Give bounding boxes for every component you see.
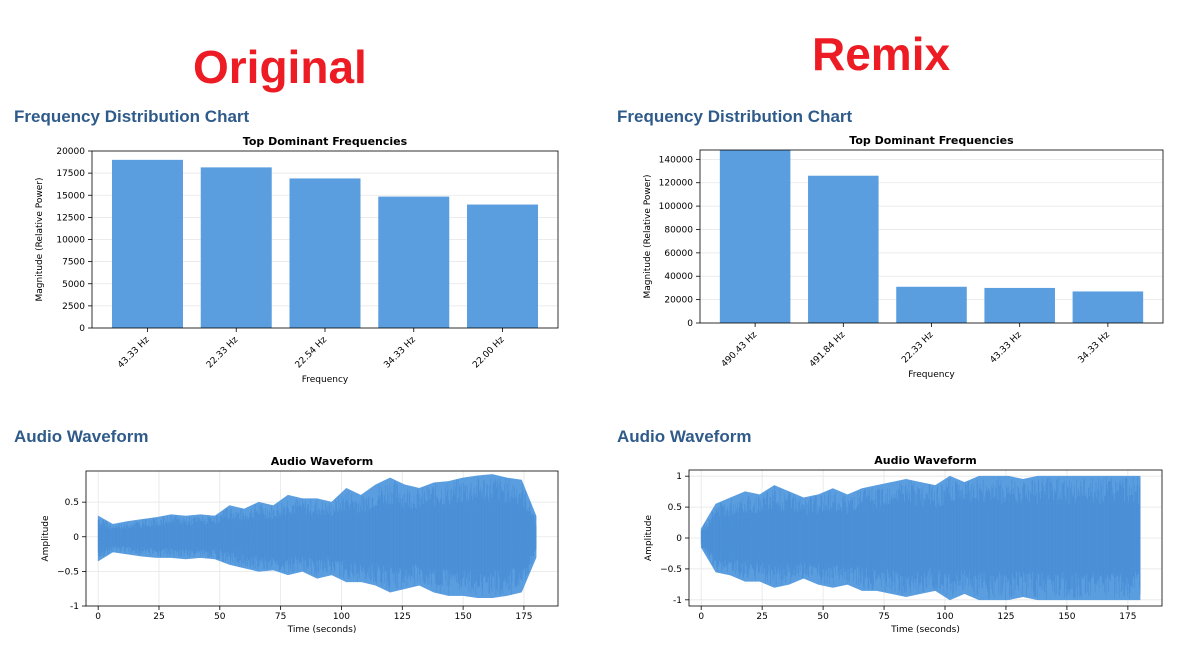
original-frequency-heading: Frequency Distribution Chart — [14, 107, 250, 126]
x-tick-label: 0 — [95, 612, 101, 622]
y-tick-label: 0 — [676, 534, 682, 544]
waveform-signal — [97, 476, 537, 596]
y-axis-label: Amplitude — [41, 515, 51, 562]
remix-title: Remix — [812, 28, 951, 80]
y-tick-label: 17500 — [56, 169, 85, 179]
remix-frequency-heading: Frequency Distribution Chart — [617, 107, 853, 126]
original-waveform-heading: Audio Waveform — [14, 427, 149, 446]
x-tick-label: 490.43 Hz — [720, 330, 760, 370]
original-waveform-chart: Audio Waveform Time (seconds) Amplitude … — [41, 455, 559, 635]
x-tick-label: 34.33 Hz — [382, 335, 418, 371]
y-tick-label: 140000 — [659, 155, 694, 165]
plot-frame — [91, 150, 559, 329]
x-tick-label: 75 — [878, 612, 889, 622]
plot-frame — [699, 149, 1164, 324]
y-tick-label: 7500 — [62, 258, 85, 268]
y-tick-label: 5000 — [62, 280, 85, 290]
bar — [896, 286, 967, 323]
y-tick-label: 120000 — [659, 179, 694, 189]
y-tick-label: 15000 — [56, 191, 85, 201]
x-tick-label: 175 — [515, 612, 532, 622]
x-tick-label: 25 — [756, 612, 767, 622]
y-tick-label: 0.5 — [65, 498, 79, 508]
x-tick-label: 43.33 Hz — [988, 330, 1024, 366]
waveform-signal — [700, 476, 1141, 600]
remix-frequency-chart: Top Dominant Frequencies Frequency Magni… — [643, 134, 1164, 380]
y-tick-label: 0 — [73, 533, 79, 543]
x-tick-label: 0 — [698, 612, 704, 622]
x-tick-label: 22.54 Hz — [294, 335, 330, 371]
y-tick-label: 100000 — [659, 202, 694, 212]
y-axis-label: Amplitude — [644, 514, 654, 561]
x-tick-label: 100 — [333, 612, 350, 622]
x-axis-label: Time (seconds) — [890, 625, 960, 635]
chart-title: Top Dominant Frequencies — [849, 134, 1014, 147]
x-tick-label: 50 — [214, 612, 226, 622]
y-tick-label: 0 — [687, 319, 693, 329]
x-tick-label: 50 — [817, 612, 829, 622]
bar — [719, 150, 791, 323]
y-tick-label: -1 — [70, 602, 79, 612]
x-tick-label: 22.00 Hz — [471, 335, 507, 371]
y-tick-label: -1 — [673, 596, 682, 606]
original-frequency-chart: Top Dominant Frequencies Frequency Magni… — [35, 135, 559, 385]
y-axis-label: Magnitude (Relative Power) — [643, 175, 653, 299]
chart-title: Audio Waveform — [271, 455, 373, 468]
x-tick-label: 125 — [997, 612, 1014, 622]
bar — [808, 175, 879, 323]
bar — [467, 204, 539, 328]
y-tick-label: 2500 — [62, 302, 85, 312]
x-tick-label: 491.84 Hz — [808, 330, 848, 370]
y-tick-label: 20000 — [56, 147, 85, 157]
bar — [111, 159, 183, 328]
remix-waveform-heading: Audio Waveform — [617, 427, 752, 446]
y-tick-label: 12500 — [56, 213, 85, 223]
y-tick-label: 10000 — [56, 236, 85, 246]
y-tick-label: −0.5 — [57, 567, 79, 577]
y-tick-label: 20000 — [664, 296, 693, 306]
y-tick-label: 60000 — [664, 249, 693, 259]
y-tick-label: 40000 — [664, 272, 693, 282]
x-tick-label: 75 — [275, 612, 286, 622]
x-tick-label: 25 — [153, 612, 164, 622]
plot-frame — [85, 470, 559, 607]
chart-title: Audio Waveform — [874, 454, 976, 467]
bar — [378, 196, 450, 328]
y-tick-label: 0 — [79, 324, 85, 334]
x-tick-label: 43.33 Hz — [116, 335, 152, 371]
y-axis-label: Magnitude (Relative Power) — [35, 178, 45, 302]
bar — [289, 178, 361, 328]
y-tick-label: 80000 — [664, 225, 693, 235]
x-tick-label: 34.33 Hz — [1077, 330, 1113, 366]
chart-title: Top Dominant Frequencies — [243, 135, 408, 148]
x-tick-label: 100 — [936, 612, 953, 622]
remix-waveform-chart: Audio Waveform Time (seconds) Amplitude … — [644, 454, 1163, 635]
x-tick-label: 150 — [1058, 612, 1075, 622]
x-tick-label: 150 — [455, 612, 472, 622]
y-tick-label: −0.5 — [660, 565, 682, 575]
bar — [1072, 291, 1144, 323]
x-axis-label: Time (seconds) — [287, 625, 357, 635]
y-tick-label: 0.5 — [668, 503, 682, 513]
x-axis-label: Frequency — [908, 370, 955, 380]
plot-frame — [688, 469, 1163, 607]
y-tick-label: 1 — [676, 472, 682, 482]
bar — [984, 287, 1055, 323]
x-tick-label: 22.33 Hz — [900, 330, 936, 366]
original-title: Original — [193, 41, 367, 93]
x-axis-label: Frequency — [302, 375, 349, 385]
x-tick-label: 22.33 Hz — [205, 335, 241, 371]
x-tick-label: 175 — [1119, 612, 1136, 622]
bar — [200, 167, 272, 328]
x-tick-label: 125 — [394, 612, 411, 622]
